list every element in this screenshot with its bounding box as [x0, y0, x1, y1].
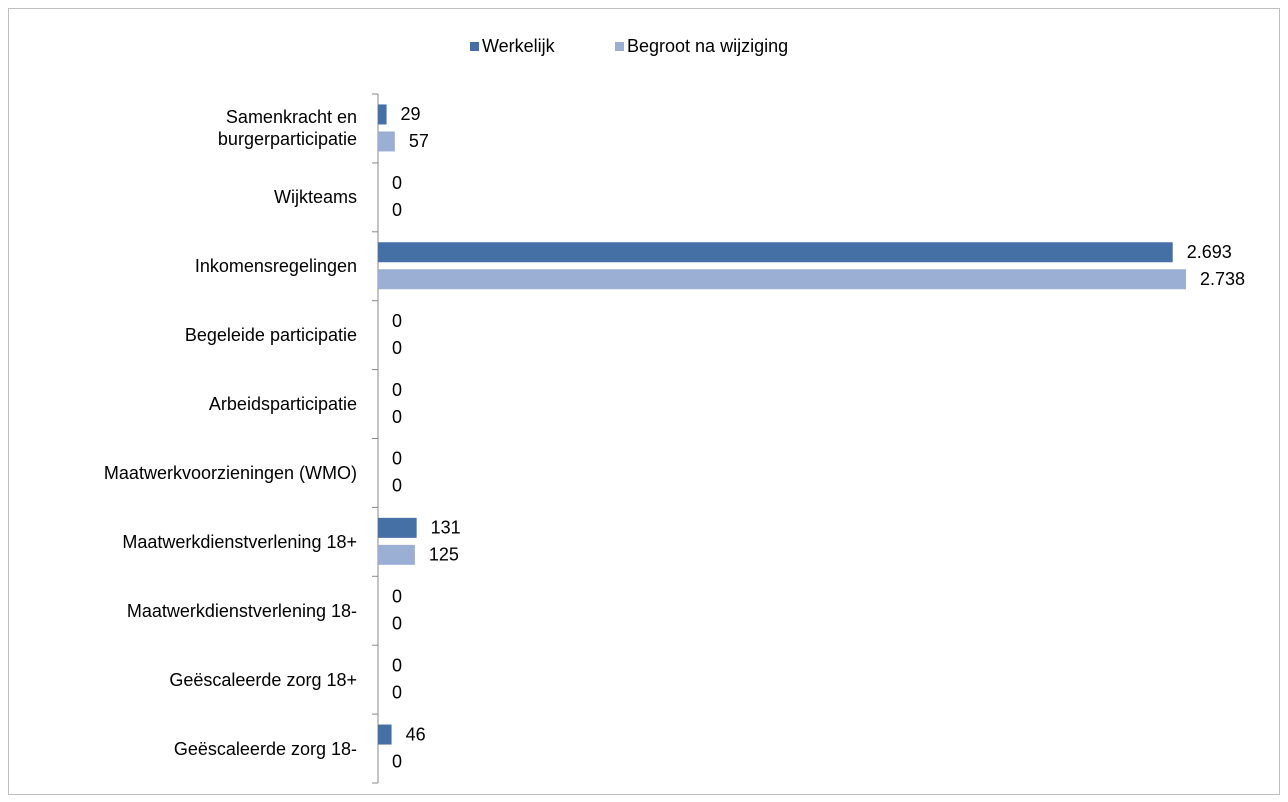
category-label: Geëscaleerde zorg 18-	[173, 738, 357, 759]
category-label: Begeleide participatie	[184, 325, 357, 346]
value-label: 0	[392, 682, 402, 702]
value-label: 0	[392, 338, 402, 358]
category-label: Maatwerkdienstverlening 18+	[122, 531, 357, 552]
value-label: 0	[392, 380, 402, 400]
value-label: 0	[392, 407, 402, 427]
legend-swatch	[615, 42, 624, 51]
value-label: 0	[392, 476, 402, 496]
value-label: 2.693	[1187, 242, 1232, 262]
bar	[378, 242, 1173, 263]
value-label: 2.738	[1200, 269, 1245, 289]
value-label: 57	[409, 131, 429, 151]
value-label: 46	[406, 724, 426, 744]
bar	[378, 517, 417, 538]
bar	[378, 104, 387, 125]
value-label: 0	[392, 173, 402, 193]
legend-label: Begroot na wijziging	[627, 36, 788, 56]
chart-frame	[8, 8, 1280, 795]
category-label: Inkomensregelingen	[194, 256, 357, 277]
value-label: 29	[401, 104, 421, 124]
legend-label: Werkelijk	[482, 36, 556, 56]
value-label: 0	[392, 449, 402, 469]
category-label: Geëscaleerde zorg 18+	[169, 669, 357, 690]
bar	[378, 131, 395, 152]
value-label: 0	[392, 614, 402, 634]
value-label: 0	[392, 311, 402, 331]
bar	[378, 544, 415, 565]
bar	[378, 269, 1186, 290]
value-label: 0	[392, 751, 402, 771]
category-label: Wijkteams	[273, 187, 357, 208]
value-label: 131	[431, 518, 461, 538]
value-label: 0	[392, 587, 402, 607]
value-label: 0	[392, 655, 402, 675]
value-label: 125	[429, 545, 459, 565]
category-label: Arbeidsparticipatie	[208, 394, 357, 415]
legend-swatch	[470, 42, 479, 51]
category-label: Maatwerkdienstverlening 18-	[126, 600, 357, 621]
value-label: 0	[392, 200, 402, 220]
category-label: Samenkracht en burgerparticipatie	[217, 107, 357, 150]
bar	[378, 724, 392, 745]
category-label: Maatwerkvoorzieningen (WMO)	[103, 462, 357, 483]
